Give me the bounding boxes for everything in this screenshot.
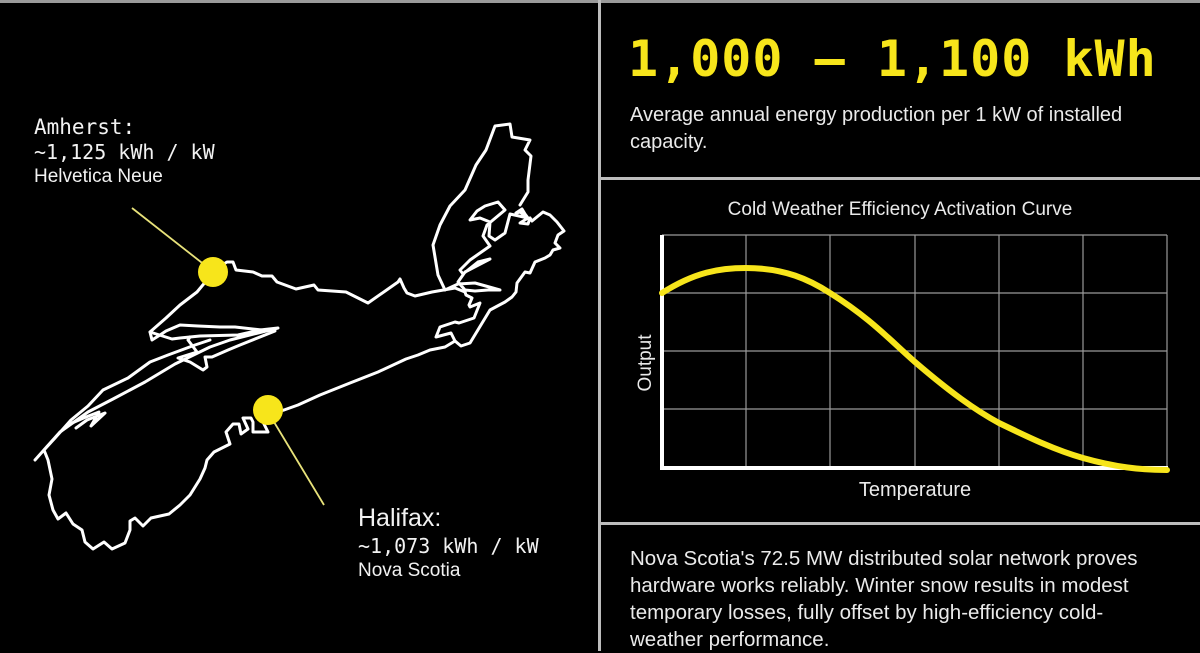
production-caption: Average annual energy production per 1 k…	[630, 104, 1123, 153]
summary-text: Nova Scotia's 72.5 MW distributed solar …	[630, 547, 1138, 651]
divider-upper	[600, 177, 1200, 180]
chart-title: Cold Weather Efficiency Activation Curve	[727, 199, 1073, 220]
map-outline-digby	[70, 410, 107, 430]
nova-scotia-map	[33, 122, 566, 551]
halifax-value: ~1,073 kWh / kW	[358, 534, 539, 559]
divider-lower	[600, 522, 1200, 525]
efficiency-curve-line	[659, 264, 1170, 473]
efficiency-curve-chart	[659, 234, 1170, 473]
halifax-sub: Nova Scotia	[358, 560, 461, 582]
chart-y-label: Output	[635, 334, 656, 392]
vertical-divider	[598, 0, 601, 651]
amherst-label: Amherst: ~1,125 kWh / kW Helvetica Neue	[34, 114, 215, 189]
halifax-label: Halifax: ~1,073 kWh / kW Nova Scotia	[358, 503, 539, 583]
amherst-city: Amherst:	[34, 115, 136, 139]
halifax-city: Halifax:	[358, 504, 442, 532]
halifax-marker-dot	[253, 395, 283, 425]
chart-grid	[662, 234, 1168, 467]
chart-x-label: Temperature	[858, 479, 972, 501]
amherst-connector	[131, 207, 207, 267]
map-outline-minas	[148, 323, 277, 372]
production-range-headline: 1,000 – 1,100 kWh	[628, 30, 1157, 88]
amherst-sub: Helvetica Neue	[34, 166, 163, 188]
halifax-connector	[270, 416, 325, 506]
amherst-marker-dot	[198, 257, 228, 287]
amherst-value: ~1,125 kWh / kW	[34, 140, 215, 165]
